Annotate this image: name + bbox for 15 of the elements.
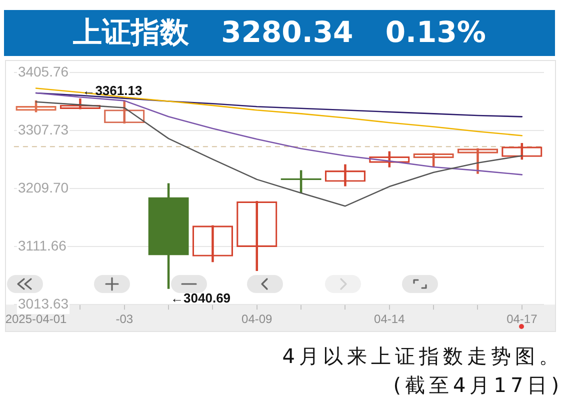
x-tick-label: 2025-04-01 — [5, 312, 68, 326]
y-tick-label: 3405.76 — [18, 63, 69, 80]
y-tick-label: 3209.70 — [18, 179, 69, 196]
x-tick-label: 04-17 — [506, 312, 538, 326]
y-tick-label: 3307.73 — [18, 121, 69, 138]
annotation: ←3040.69 — [170, 290, 231, 306]
y-tick-label: 3111.66 — [18, 237, 67, 254]
x-tick-label: 04-09 — [242, 312, 273, 326]
y-tick-label: 3013.63 — [18, 295, 69, 312]
text: 4月以来上证指数走势图。 — [282, 343, 563, 370]
x-tick-label: -03 — [116, 312, 134, 326]
chart-title: 上证指数 3280.34 0.13% — [73, 14, 486, 51]
annotation: ←3361.13 — [82, 82, 142, 98]
text: (截至4月17日) — [392, 372, 563, 399]
x-tick-label: 04-14 — [374, 312, 406, 326]
